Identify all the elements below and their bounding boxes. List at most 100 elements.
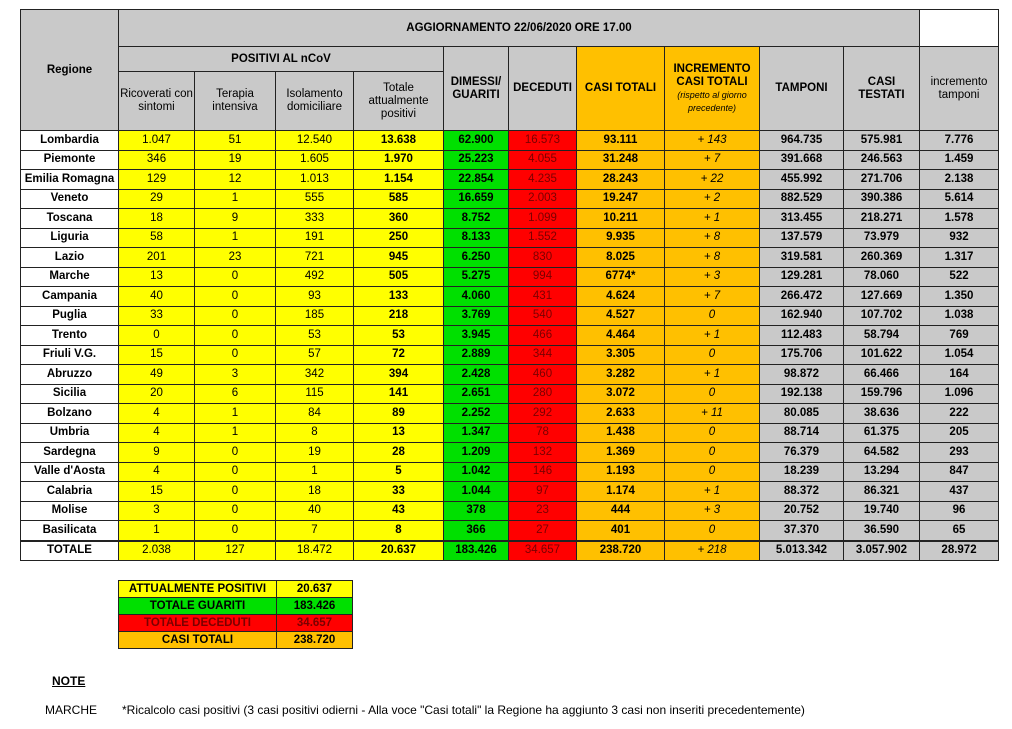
cell-dimessi: 2.651 — [443, 383, 509, 404]
cell-incremento-tamponi: 222 — [919, 403, 1000, 424]
cell-isolamento: 1.605 — [275, 149, 354, 170]
cell-deceduti: 23 — [508, 500, 577, 521]
cell-incremento: + 8 — [664, 247, 760, 268]
cell-incremento: + 7 — [664, 286, 760, 307]
cell-terapia: 19 — [194, 149, 276, 170]
cell-regione: Bolzano — [20, 403, 119, 424]
table-row: Emilia Romagna 129 12 1.013 1.154 22.854 4.235… — [20, 169, 1000, 190]
summary-row: ATTUALMENTE POSITIVI 20.637 — [118, 580, 353, 598]
summary-value: 20.637 — [276, 580, 353, 598]
cell-ricoverati: 33 — [118, 305, 195, 326]
header-incremento-note: (rispetto al giorno precedente) — [677, 89, 747, 113]
table-row: Umbria 4 1 8 13 1.347 78 1.438 0 88.714 61.375 205 — [20, 422, 1000, 443]
summary-row: CASI TOTALI 238.720 — [118, 631, 353, 649]
cell-terapia: 6 — [194, 383, 276, 404]
cell-casi-testati: 101.622 — [842, 344, 921, 365]
cell-incremento-tamponi: 7.776 — [919, 130, 1000, 151]
cell-casi-testati: 78.060 — [842, 266, 921, 287]
cell-dimessi: 25.223 — [443, 149, 509, 170]
cell-isolamento: 93 — [275, 286, 354, 307]
header-isolamento: Isolamento domiciliare — [275, 71, 354, 131]
cell-deceduti: 460 — [508, 364, 577, 385]
cell-ricoverati: 1.047 — [118, 130, 195, 151]
cell-casi-totali: 1.438 — [576, 422, 665, 443]
cell-incremento: + 3 — [664, 500, 760, 521]
cell-casi-totali: 28.243 — [576, 169, 665, 190]
header-incremento-tamponi: incremento tamponi — [919, 46, 1000, 131]
cell-terapia: 1 — [194, 188, 276, 209]
cell-regione: Campania — [20, 286, 119, 307]
cell-terapia: 23 — [194, 247, 276, 268]
cell-deceduti: 4.235 — [508, 169, 577, 190]
cell-dimessi: 5.275 — [443, 266, 509, 287]
summary-row: TOTALE GUARITI 183.426 — [118, 597, 353, 615]
cell-casi-totali: 2.633 — [576, 403, 665, 424]
cell-deceduti: 1.099 — [508, 208, 577, 229]
cell-tamponi: 964.735 — [759, 130, 844, 151]
cell-incremento-tamponi: 932 — [919, 227, 1000, 248]
cell-totale-positivi: 89 — [353, 403, 444, 424]
cell-terapia: 1 — [194, 227, 276, 248]
header-totale-positivi: Totale attualmente positivi — [353, 71, 444, 131]
cell-casi-testati: 64.582 — [842, 442, 921, 463]
cell-incremento-tamponi: 164 — [919, 364, 1000, 385]
cell-deceduti: 146 — [508, 461, 577, 482]
cell-deceduti: 27 — [508, 520, 577, 541]
cell-casi-totali: 444 — [576, 500, 665, 521]
cell-isolamento: 555 — [275, 188, 354, 209]
cell-casi-totali: 1.369 — [576, 442, 665, 463]
cell-incremento-tamponi: 205 — [919, 422, 1000, 443]
cell-totale-positivi: 945 — [353, 247, 444, 268]
cell-dimessi: 378 — [443, 500, 509, 521]
cell-dimessi: 1.042 — [443, 461, 509, 482]
notes-region: MARCHE — [45, 703, 98, 717]
cell-deceduti: 97 — [508, 481, 577, 502]
cell-deceduti: 830 — [508, 247, 577, 268]
cell-isolamento: 19 — [275, 442, 354, 463]
cell-regione: Piemonte — [20, 149, 119, 170]
header-ricoverati: Ricoverati con sintomi — [118, 71, 195, 131]
cell-casi-totali: 9.935 — [576, 227, 665, 248]
cell-deceduti: 16.573 — [508, 130, 577, 151]
cell-deceduti: 994 — [508, 266, 577, 287]
cell-regione: Molise — [20, 500, 119, 521]
cell-deceduti: 292 — [508, 403, 577, 424]
cell-casi-totali: 10.211 — [576, 208, 665, 229]
cell-totale-positivi: 141 — [353, 383, 444, 404]
cell-incremento-tamponi: 1.350 — [919, 286, 1000, 307]
cell-incremento-tamponi: 96 — [919, 500, 1000, 521]
cell-dimessi: 4.060 — [443, 286, 509, 307]
header-tamponi: TAMPONI — [759, 46, 844, 131]
cell-regione: Marche — [20, 266, 119, 287]
cell-regione: Toscana — [20, 208, 119, 229]
cell-regione: Abruzzo — [20, 364, 119, 385]
cell-incremento-tamponi: 28.972 — [919, 540, 1000, 561]
cell-isolamento: 53 — [275, 325, 354, 346]
cell-incremento-tamponi: 293 — [919, 442, 1000, 463]
cell-casi-testati: 38.636 — [842, 403, 921, 424]
cell-casi-testati: 19.740 — [842, 500, 921, 521]
cell-terapia: 0 — [194, 481, 276, 502]
cell-incremento-tamponi: 5.614 — [919, 188, 1000, 209]
cell-incremento: + 7 — [664, 149, 760, 170]
cell-dimessi: 1.347 — [443, 422, 509, 443]
cell-dimessi: 62.900 — [443, 130, 509, 151]
cell-ricoverati: 346 — [118, 149, 195, 170]
table-row: Valle d'Aosta 4 0 1 5 1.042 146 1.193 0 18.239 13.… — [20, 461, 1000, 482]
cell-deceduti: 4.055 — [508, 149, 577, 170]
cell-terapia: 1 — [194, 422, 276, 443]
cell-casi-testati: 575.981 — [842, 130, 921, 151]
cell-totale-positivi: 43 — [353, 500, 444, 521]
header-positivi-group: POSITIVI AL nCoV — [118, 46, 444, 72]
cell-terapia: 0 — [194, 500, 276, 521]
cell-dimessi: 22.854 — [443, 169, 509, 190]
cell-casi-testati: 58.794 — [842, 325, 921, 346]
cell-deceduti: 344 — [508, 344, 577, 365]
cell-regione: Veneto — [20, 188, 119, 209]
cell-ricoverati: 4 — [118, 461, 195, 482]
cell-dimessi: 1.044 — [443, 481, 509, 502]
cell-ricoverati: 15 — [118, 344, 195, 365]
header-casi-totali: CASI TOTALI — [576, 46, 665, 131]
cell-incremento: + 11 — [664, 403, 760, 424]
cell-terapia: 0 — [194, 305, 276, 326]
